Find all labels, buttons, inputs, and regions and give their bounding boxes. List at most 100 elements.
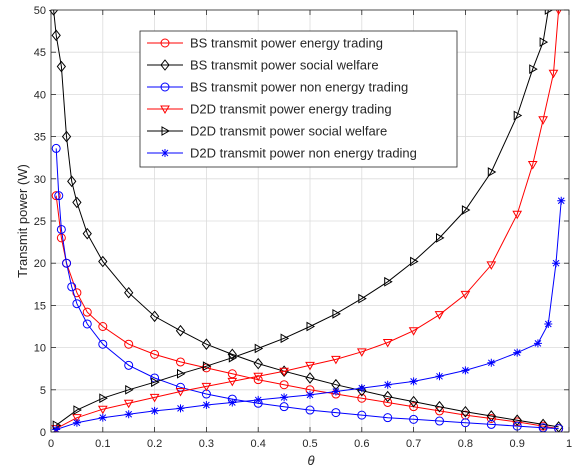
series-3-point — [357, 410, 367, 420]
series-3-point — [460, 418, 470, 428]
series-2-point — [82, 227, 92, 240]
series-5-point — [151, 377, 160, 388]
series-4-point — [538, 116, 548, 125]
series-3-point — [554, 424, 564, 432]
series-6-point — [72, 418, 81, 427]
series-1-point — [486, 413, 496, 423]
series-6-point — [98, 413, 107, 422]
series-1-point — [176, 357, 185, 367]
y-tick-label: 40 — [34, 89, 46, 101]
x-tick-label: 0.3 — [199, 438, 214, 450]
series-2-point — [149, 310, 160, 323]
series-2-point — [124, 286, 134, 299]
series-2-point — [434, 400, 445, 413]
legend-marker — [160, 38, 170, 48]
legend-entry: BS transmit power social welfare — [147, 58, 379, 73]
series-5-line — [55, 10, 549, 426]
series-4-point — [434, 311, 445, 320]
x-tick-label: 0 — [48, 438, 54, 450]
series-6-point — [176, 404, 185, 413]
series-2-point — [253, 357, 263, 370]
series-6-point — [306, 390, 314, 399]
series-4-point — [356, 348, 367, 357]
series-5-point — [410, 256, 419, 267]
series-3-point — [54, 191, 64, 201]
x-tick-label: 0.4 — [251, 438, 266, 450]
series-1-point — [227, 369, 237, 379]
series-1-point — [98, 322, 108, 331]
series-1-point — [253, 375, 263, 385]
series-1-point — [51, 191, 61, 201]
series-6-point — [557, 196, 566, 205]
series-6-point — [150, 406, 159, 415]
series-6-point — [202, 400, 211, 409]
legend-entry: BS transmit power energy trading — [147, 36, 383, 51]
series-6-point — [544, 319, 553, 328]
series-3-point — [82, 319, 92, 329]
series-5-point — [202, 361, 212, 372]
series-3-point — [305, 405, 315, 415]
series-5-point — [529, 64, 538, 74]
legend-label: D2D transmit power social welfare — [190, 124, 387, 139]
series-3-point — [56, 224, 66, 234]
series-2-point — [201, 338, 212, 351]
series-2-point — [48, 10, 59, 16]
legend-label: D2D transmit power non energy trading — [190, 146, 417, 161]
series-6-point — [52, 425, 61, 432]
x-tick-label: 0.8 — [458, 438, 473, 450]
legend-label: BS transmit power non energy trading — [190, 80, 408, 95]
series-4-point — [149, 393, 160, 403]
series-4-point — [486, 261, 497, 270]
series-4-point — [201, 382, 212, 392]
series-6-point — [383, 380, 392, 389]
series-5-point — [384, 276, 393, 287]
series-2-point — [175, 324, 186, 337]
x-tick-label: 0.1 — [95, 438, 110, 450]
series-2-point — [61, 130, 72, 143]
legend-entry: D2D transmit power non energy trading — [147, 146, 417, 161]
tick-labels: 0 0.1 0.2 0.3 0.4 0.5 0.6 0.7 0.8 0.9 105101520253… — [34, 5, 572, 450]
series-5-point — [544, 10, 554, 15]
series-2-point — [383, 390, 393, 403]
series-3-point — [72, 299, 82, 309]
legend-marker — [160, 105, 170, 115]
series-1-point — [409, 402, 419, 412]
x-axis-label: θ — [307, 453, 314, 468]
y-tick-label: 10 — [34, 343, 46, 355]
series-2-point — [538, 418, 548, 431]
series-3-point — [409, 414, 419, 424]
series-4-point — [72, 414, 82, 423]
series-4-point — [123, 399, 134, 409]
legend-marker — [161, 126, 171, 136]
series-1-point — [279, 380, 289, 390]
series-4-point — [527, 160, 538, 170]
series-3-point — [383, 413, 393, 423]
series-3-point — [98, 339, 108, 349]
series-4-line — [55, 10, 560, 430]
x-tick-label: 0.5 — [302, 438, 317, 450]
series-2-point — [486, 410, 496, 422]
series-3-point — [331, 408, 341, 418]
y-tick-label: 25 — [34, 216, 46, 228]
series-6-point — [331, 387, 340, 396]
series-5-point — [99, 393, 108, 404]
series-4-point — [175, 387, 186, 397]
series-1-point — [124, 339, 134, 349]
series-4-point — [548, 69, 559, 79]
y-axis-label: Transmit power (W) — [15, 164, 30, 278]
x-tick-label: 1 — [566, 438, 572, 450]
y-tick-label: 35 — [34, 132, 46, 144]
series-5-point — [125, 384, 134, 395]
series-layer — [48, 10, 566, 432]
legend-box — [139, 30, 458, 168]
series-5-point — [177, 368, 186, 379]
x-tick-label: 0.2 — [147, 438, 162, 450]
series-4-point — [331, 355, 341, 365]
series-5-point — [306, 321, 316, 332]
series-4 — [51, 10, 562, 432]
series-3-point — [124, 360, 134, 370]
series-5-point — [358, 293, 367, 304]
series-4-point — [460, 290, 471, 300]
